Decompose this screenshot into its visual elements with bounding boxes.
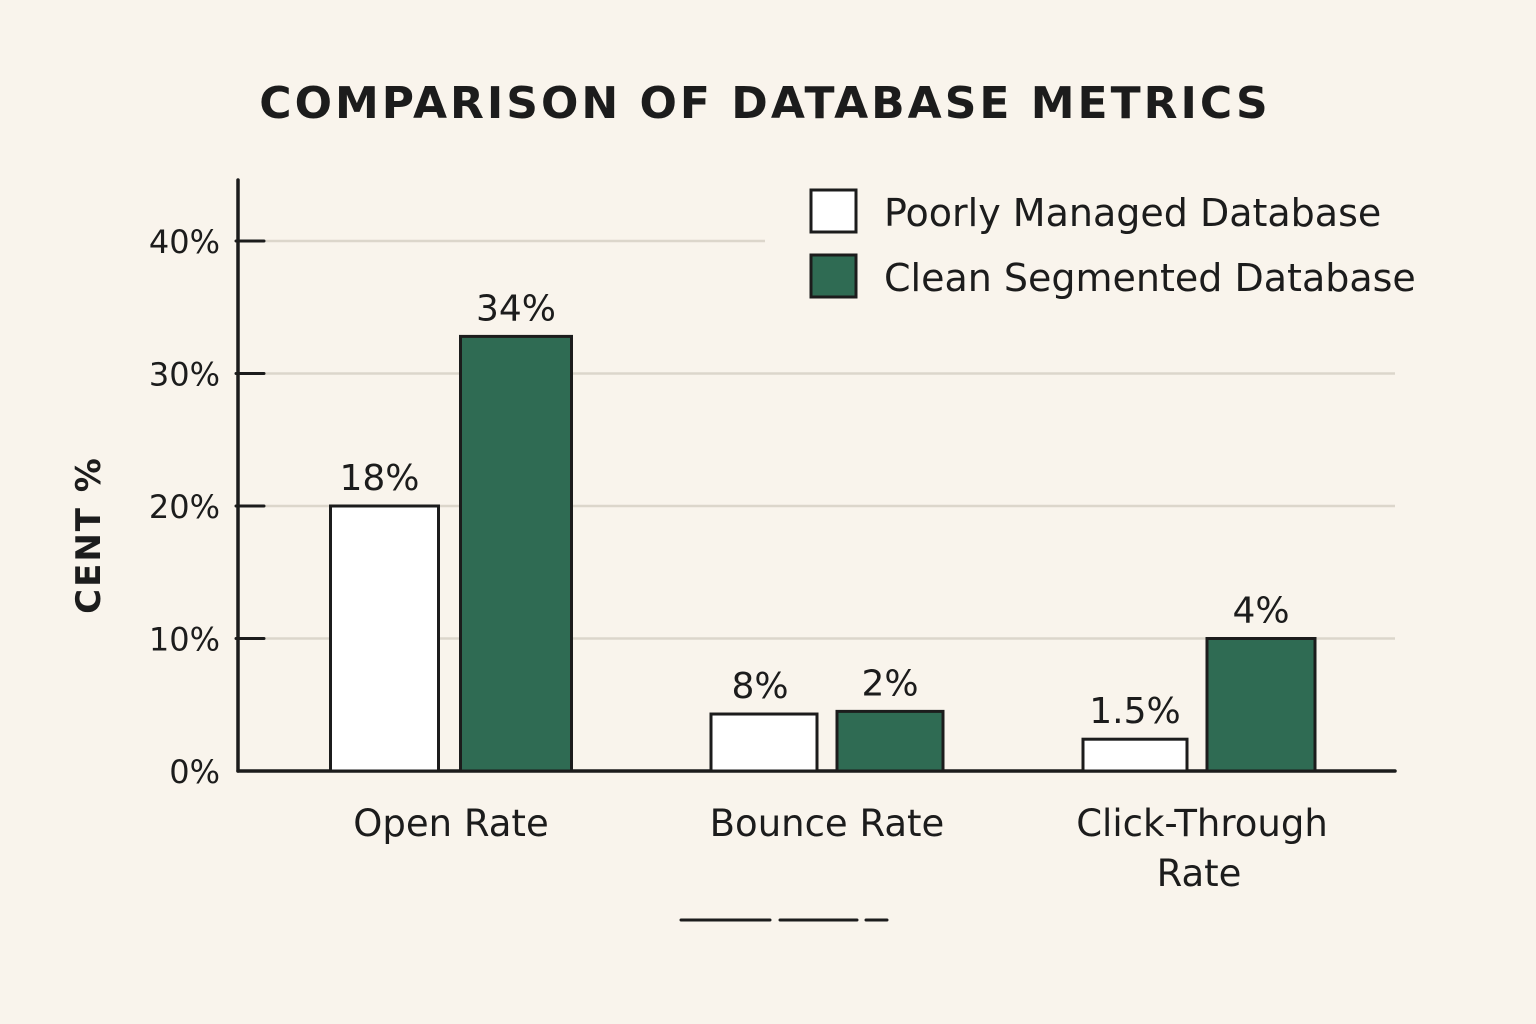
y-tick-label-0: 0% [169,753,220,791]
legend-label-clean: Clean Segmented Database [884,256,1416,300]
category-label-1: Open Rate [353,802,548,845]
bar-poor-1 [329,504,440,773]
bar-label-clean-3: 4% [1232,591,1289,632]
y-tick-label-40: 40% [149,223,220,261]
bar-clean-1 [459,334,573,773]
legend-label-poor: Poorly Managed Database [884,191,1381,235]
y-tick-labels: 0% 10% 20% 30% 40% [149,223,220,791]
category-labels: Open Rate Bounce Rate Click-Through Rate [353,802,1328,895]
category-label-3: Click-Through Rate [1076,802,1328,895]
category-label-line: Rate [1157,852,1242,895]
y-tick-label-10: 10% [149,621,220,659]
bars [329,334,1317,773]
bar-label-clean-2: 2% [861,663,918,704]
legend-swatch-poor [809,188,858,234]
bar-label-clean-1: 34% [476,288,556,329]
y-tick-label-20: 20% [149,488,220,526]
chart-title: COMPARISON OF DATABASE METRICS [259,78,1270,129]
category-label-line: Bounce Rate [710,802,945,845]
y-axis-label: CENT % [69,456,109,614]
category-label-line: Click-Through [1076,802,1328,845]
bar-label-poor-3: 1.5% [1089,691,1180,732]
bar-label-poor-2: 8% [731,666,788,707]
bar-value-labels: 18% 34% 8% 2% 1.5% 4% [339,288,1289,732]
bar-clean-3 [1205,637,1317,773]
bar-poor-2 [709,712,819,773]
bar-clean-2 [835,709,945,773]
bar-poor-3 [1081,737,1189,773]
category-label-2: Bounce Rate [710,802,945,845]
bar-label-poor-1: 18% [339,458,419,499]
y-tick-label-30: 30% [149,356,220,394]
legend: Poorly Managed Database Clean Segmented D… [809,188,1416,300]
category-label-line: Open Rate [353,802,548,845]
legend-swatch-clean [809,253,858,299]
